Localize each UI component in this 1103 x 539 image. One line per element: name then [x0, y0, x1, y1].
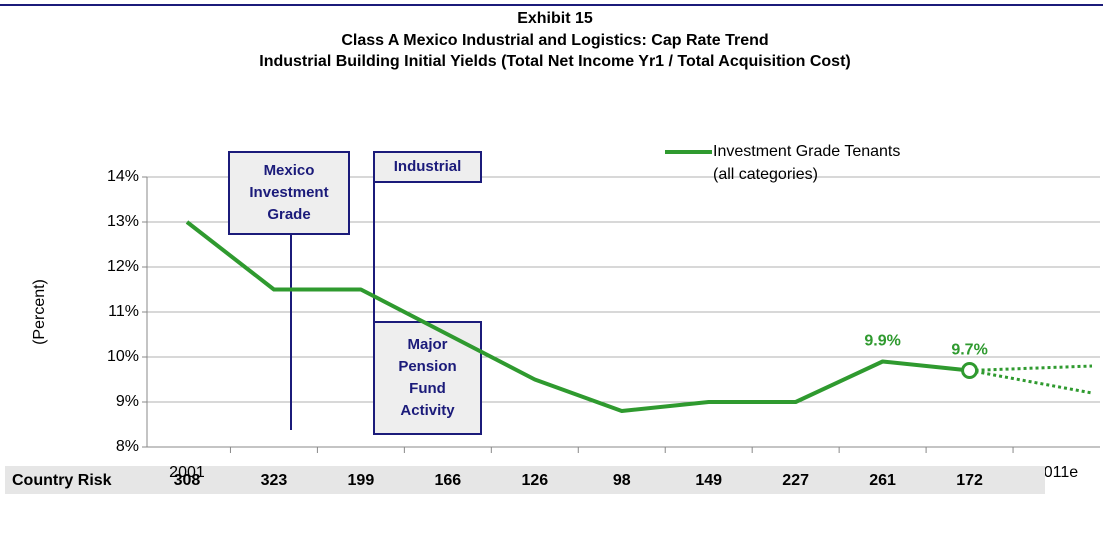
legend-label: Investment Grade Tenants: [713, 143, 900, 160]
table-cell: 149: [695, 472, 722, 489]
y-axis-label: (Percent): [31, 279, 48, 345]
table-cell: 261: [869, 472, 896, 489]
row-label: Country Risk: [12, 472, 112, 489]
series-line: [185, 220, 970, 413]
y-tick-label: 10%: [107, 348, 139, 365]
annotation-text: Major: [407, 336, 447, 353]
x-tick-label: 2011e: [1035, 464, 1078, 481]
chart-subtitle: Industrial Building Initial Yields (Tota…: [259, 53, 850, 70]
annotation-box: [228, 151, 350, 235]
table-row-bg: [5, 466, 1045, 494]
chart-title: Exhibit 15: [517, 10, 593, 27]
table-cell: 323: [261, 472, 288, 489]
annotation-text: Industrial: [394, 158, 462, 175]
table-cell: 199: [348, 472, 375, 489]
table-cell: 126: [521, 472, 548, 489]
y-tick-label: 11%: [108, 303, 139, 320]
table-cell: 227: [782, 472, 809, 489]
annotation-text: Grade: [267, 206, 310, 223]
annotation-box: [373, 151, 482, 183]
y-tick-label: 8%: [116, 438, 139, 455]
legend-label: (all categories): [713, 166, 818, 183]
annotation-text: Pension: [398, 358, 456, 375]
end-marker: [961, 362, 979, 379]
annotation-text: Investment: [249, 184, 328, 201]
annotation-text: Activity: [400, 402, 455, 419]
y-tick-label: 13%: [107, 213, 139, 230]
chart-subtitle: Class A Mexico Industrial and Logistics:…: [341, 32, 768, 49]
projection-line: [969, 364, 1093, 372]
table-cell: 166: [434, 472, 461, 489]
data-label: 9.9%: [864, 333, 900, 350]
y-tick-label: 14%: [107, 168, 139, 185]
table-cell: 308: [174, 472, 201, 489]
y-tick-label: 9%: [116, 393, 139, 410]
annotation-text: Fund: [409, 380, 446, 397]
projection-line: [969, 369, 1093, 395]
annotation-text: Mexico: [264, 162, 315, 179]
table-cell: 98: [613, 472, 631, 489]
top-rule: [0, 4, 1103, 6]
table-cell: 172: [956, 472, 983, 489]
y-tick-label: 12%: [107, 258, 139, 275]
x-tick-label: 2001: [169, 464, 205, 481]
data-label: 9.7%: [951, 342, 987, 359]
